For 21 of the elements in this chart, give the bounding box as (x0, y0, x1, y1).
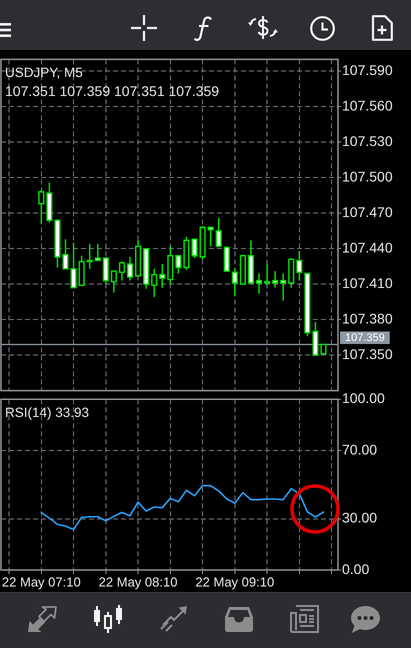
y-tick-label: 107.530 (342, 133, 393, 150)
y-tick-label: 107.410 (342, 275, 393, 291)
y-tick-label: 107.470 (342, 204, 393, 220)
y-tick-label: 107.440 (342, 240, 393, 256)
chart-title: RSI(14) 33.93 (5, 405, 90, 420)
chart-title: USDJPY, M5 (5, 65, 83, 80)
y-tick-label: 107.560 (342, 98, 393, 114)
candlestick (320, 344, 327, 355)
y-tick-label: 107.350 (342, 346, 393, 362)
y-tick-label: 107.380 (342, 310, 393, 326)
y-tick-label: 30.00 (342, 510, 378, 526)
x-tick-label: 22 May 09:10 (195, 574, 274, 590)
y-tick-label: 100.00 (342, 390, 386, 406)
y-tick-label: 107.500 (342, 168, 393, 185)
text: 107.351 107.359 107.351 107.359 (5, 82, 220, 99)
x-tick-label: 22 May 08:10 (98, 574, 178, 590)
y-tick-label: 0.00 (342, 560, 370, 577)
y-tick-label: 107.590 (342, 62, 393, 78)
ref-line-label: 107.359 (345, 332, 385, 344)
x-tick-label: 22 May 07:10 (2, 574, 81, 590)
y-tick-label: 70.00 (342, 441, 378, 458)
